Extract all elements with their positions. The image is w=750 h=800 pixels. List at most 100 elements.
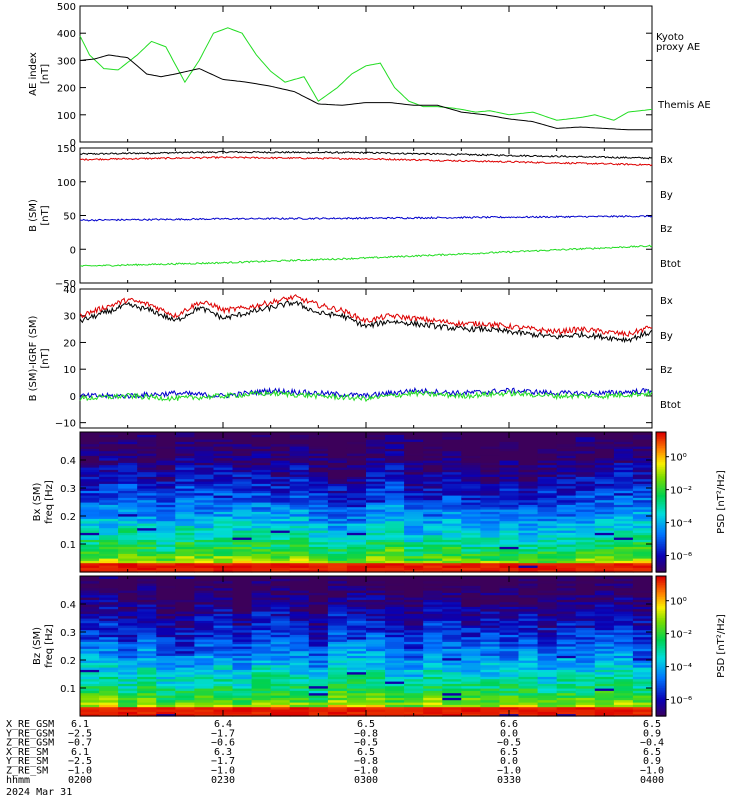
spectrogram-cell <box>308 441 329 445</box>
spectrogram-cell <box>575 551 596 554</box>
spectrogram-cell <box>613 597 634 600</box>
spectrogram-cell <box>613 604 634 607</box>
spectrogram-cell <box>346 551 367 554</box>
spectrogram-cell <box>213 674 234 677</box>
spectrogram-cell <box>518 448 539 452</box>
spectrogram-cell <box>366 697 386 701</box>
spectrogram-cell <box>270 671 291 675</box>
spectrogram-cell <box>327 585 348 589</box>
ephemeris-value: 0330 <box>497 775 521 786</box>
spectrogram-cell <box>99 546 119 550</box>
spectrogram-cell <box>308 611 329 614</box>
spectrogram-cell <box>442 702 462 705</box>
spectrogram-cell <box>632 650 653 654</box>
spectrogram-cell <box>404 601 424 605</box>
spectrogram-cell <box>575 436 596 440</box>
spectrogram-cell <box>575 565 596 568</box>
spectrogram-cell <box>613 685 634 689</box>
spectrogram-cell <box>194 455 215 459</box>
colorbar-segment <box>656 446 666 449</box>
spectrogram-cell <box>80 660 100 663</box>
spectrogram-cell <box>366 492 386 496</box>
spectrogram-cell <box>251 462 272 466</box>
spectrogram-cell <box>632 643 653 647</box>
spectrogram-cell <box>556 636 577 640</box>
spectrogram-cell <box>404 467 424 470</box>
spectrogram-cell <box>346 460 367 463</box>
spectrogram-cell <box>366 469 386 473</box>
spectrogram-cell <box>270 485 291 489</box>
spectrogram-cell <box>480 678 501 682</box>
spectrogram-cell <box>270 641 291 645</box>
spectrogram-cell <box>423 565 443 568</box>
spectrogram-cell <box>632 523 653 526</box>
spectrogram-cell <box>594 667 615 670</box>
spectrogram-cell <box>594 567 615 571</box>
series-line-bz <box>79 156 653 167</box>
spectrogram-cell <box>118 518 138 522</box>
spectrogram-cell <box>537 646 558 649</box>
spectrogram-cell <box>137 436 157 440</box>
spectrogram-cell <box>346 548 367 552</box>
spectrogram-cell <box>537 627 558 631</box>
spectrogram-cell <box>499 513 520 517</box>
spectrogram-cell <box>308 697 329 701</box>
spectrogram-cell <box>499 467 520 470</box>
colorbar-segment <box>656 684 666 687</box>
spectrogram-cell <box>385 709 405 712</box>
spectrogram-cell <box>156 583 176 586</box>
spectrogram-cell <box>80 453 100 456</box>
spectrogram-cell <box>308 509 329 512</box>
spectrogram-cell <box>308 711 329 715</box>
spectrogram-cell <box>385 660 405 663</box>
colorbar-segment <box>656 647 666 651</box>
spectrogram-cell <box>556 432 577 435</box>
spectrogram-cell <box>423 441 443 445</box>
spectrogram-cell <box>232 655 253 659</box>
spectrogram-cell <box>537 655 558 659</box>
spectrogram-cell <box>232 469 253 473</box>
spectrogram-cell <box>499 478 520 482</box>
colorbar-segment <box>656 619 666 623</box>
spectrogram-cell <box>404 464 424 468</box>
spectrogram-cell <box>99 601 119 605</box>
spectrogram-cell <box>99 615 119 619</box>
spectrogram-cell <box>442 464 462 468</box>
spectrogram-cell <box>232 504 253 508</box>
spectrogram-cell <box>404 646 424 649</box>
spectrogram-cell <box>366 558 386 561</box>
spectrogram-cell <box>385 695 405 698</box>
spectrogram-cell <box>99 655 119 659</box>
spectrogram-cell <box>251 634 272 638</box>
spectrogram-cell <box>632 488 653 491</box>
spectrogram-cell <box>613 618 634 621</box>
spectrogram-cell <box>632 464 653 468</box>
spectrogram-cell <box>423 434 443 438</box>
spectrogram-cell <box>156 674 176 677</box>
spectrogram-cell <box>118 450 138 454</box>
spectrogram-cell <box>346 704 367 708</box>
spectrogram-cell <box>461 453 481 456</box>
spectrogram-cell <box>137 601 157 605</box>
spectrogram-cell <box>213 476 234 480</box>
spectrogram-cell <box>80 685 100 689</box>
spectrogram-cell <box>442 713 462 717</box>
spectrogram-cell <box>308 471 329 475</box>
spectrogram-cell <box>632 585 653 589</box>
spectrogram-cell <box>556 481 577 484</box>
spectrogram-cell <box>366 509 386 512</box>
spectrogram-cell <box>213 539 234 543</box>
spectrogram-cell <box>518 560 539 564</box>
spectrogram-cell <box>99 685 119 689</box>
spectrogram-cell <box>575 518 596 522</box>
spectrogram-cell <box>327 601 348 605</box>
spectrogram-cell <box>118 474 138 477</box>
spectrogram-cell <box>404 660 424 663</box>
spectrogram-cell <box>385 467 405 470</box>
spectrogram-cell <box>461 597 481 600</box>
colorbar-segment <box>656 556 666 559</box>
spectrogram-cell <box>632 653 653 656</box>
spectrogram-cell <box>156 699 176 703</box>
spectrogram-cell <box>613 504 634 508</box>
spectrogram-cell <box>156 587 176 591</box>
